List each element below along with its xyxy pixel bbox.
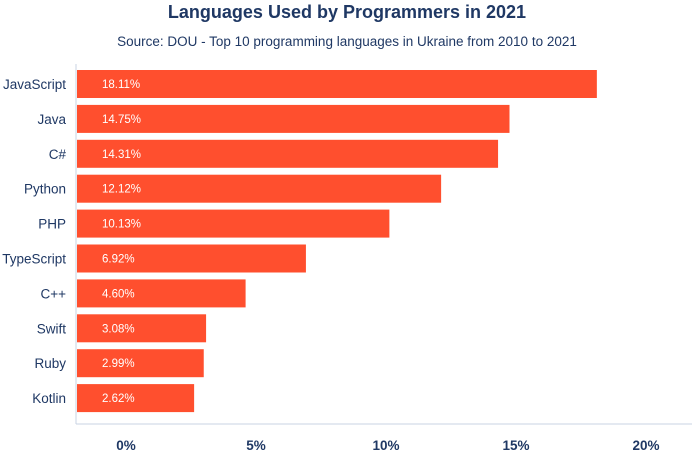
bar-c- (77, 139, 499, 168)
category-label: TypeScript (2, 252, 66, 267)
category-label: Ruby (34, 356, 66, 371)
bar-php (77, 209, 390, 238)
x-tick-label: 10% (372, 438, 399, 453)
category-label: Java (37, 112, 66, 127)
bar-data-label: 14.75% (102, 114, 141, 126)
bar-data-label: 12.12% (102, 184, 141, 196)
x-tick-label: 5% (246, 438, 266, 453)
bar-swift (77, 314, 207, 343)
bar-data-label: 14.31% (102, 149, 141, 161)
category-label: PHP (38, 217, 66, 232)
bar-data-label: 3.08% (102, 323, 135, 335)
bar-data-label: 18.11% (102, 79, 140, 91)
bar-c- (77, 279, 246, 308)
category-label: Swift (37, 321, 67, 336)
bar-data-label: 2.99% (102, 358, 135, 370)
category-label: Kotlin (32, 391, 66, 406)
bar-ruby (77, 349, 204, 378)
bar-python (77, 174, 442, 203)
bar-data-label: 4.60% (102, 288, 135, 300)
category-label: JavaScript (3, 77, 66, 92)
chart-subtitle: Source: DOU - Top 10 programming languag… (117, 34, 577, 49)
x-tick-label: 20% (632, 438, 659, 453)
bar-kotlin (77, 384, 195, 413)
category-label: C++ (40, 286, 66, 301)
category-label: Python (24, 182, 66, 197)
bar-javascript (77, 70, 597, 98)
bar-data-label: 10.13% (102, 219, 141, 231)
x-tick-label: 0% (116, 438, 136, 453)
bar-java (77, 104, 510, 133)
chart-title: Languages Used by Programmers in 2021 (167, 2, 527, 22)
bar-typescript (77, 244, 306, 273)
bar-data-label: 6.92% (102, 254, 135, 266)
x-tick-label: 15% (502, 438, 529, 453)
bar-data-label: 2.62% (102, 393, 135, 405)
category-label: C# (49, 147, 67, 162)
